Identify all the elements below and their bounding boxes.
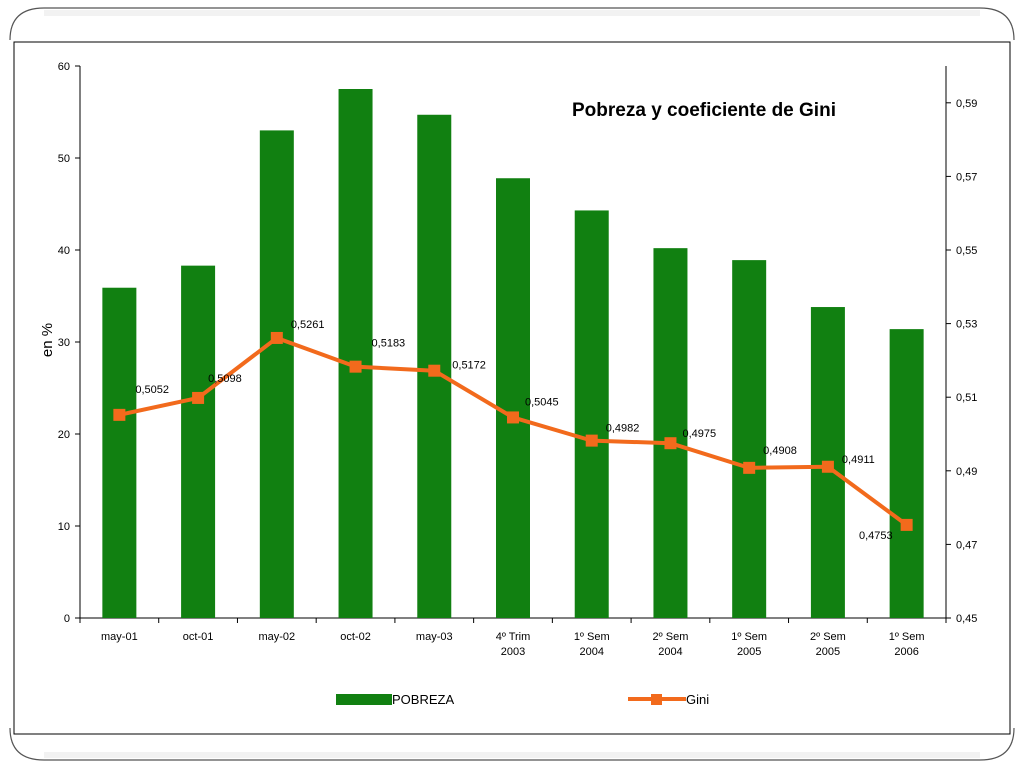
legend-label-gini: Gini	[686, 692, 709, 707]
gini-marker	[349, 360, 362, 373]
bar-pobreza	[889, 329, 924, 618]
bar-series-pobreza	[102, 89, 924, 619]
chart-title: Pobreza y coeficiente de Gini	[572, 100, 836, 121]
gini-marker	[270, 331, 283, 344]
y2-tick-label: 0,55	[956, 245, 977, 257]
gini-marker	[585, 434, 598, 447]
y2-tick-label: 0,59	[956, 98, 977, 110]
bar-pobreza	[496, 178, 530, 619]
x-tick-label: oct-01	[183, 631, 214, 643]
y-tick-label: 40	[58, 245, 70, 257]
gini-data-label: 0,4911	[842, 454, 875, 466]
y2-tick-label: 0,47	[956, 539, 977, 551]
x-tick-label: oct-02	[340, 631, 371, 643]
gini-data-label: 0,5172	[452, 360, 486, 372]
y2-tick-label: 0,57	[956, 171, 977, 183]
gini-data-label: 0,5052	[135, 384, 169, 396]
gini-data-label: 0,4975	[682, 428, 716, 440]
y-tick-label: 60	[58, 61, 70, 73]
x-tick-label: 2º Sem 2004	[653, 631, 689, 658]
x-tick-label: may-01	[101, 631, 138, 643]
line-series-gini	[113, 331, 913, 531]
bar-pobreza	[732, 260, 767, 618]
gini-marker	[192, 391, 205, 404]
gini-data-label: 0,5098	[208, 373, 242, 385]
x-tick-label: 1º Sem 2006	[889, 631, 925, 658]
gini-marker	[428, 364, 441, 377]
y2-tick-label: 0,53	[956, 319, 977, 331]
y2-tick-label: 0,49	[956, 466, 977, 478]
gini-marker	[821, 460, 834, 473]
x-tick-label: 1º Sem 2005	[731, 631, 767, 658]
gini-marker	[113, 408, 126, 421]
bar-pobreza	[259, 130, 294, 618]
legend: POBREZA Gini	[336, 692, 709, 707]
gini-data-label: 0,4908	[763, 445, 797, 457]
legend-swatch-pobreza	[336, 694, 392, 705]
legend-label-pobreza: POBREZA	[392, 692, 454, 707]
bar-pobreza	[338, 89, 373, 618]
x-tick-label: 2º Sem 2005	[810, 631, 846, 658]
gini-marker	[664, 437, 677, 450]
bar-pobreza	[102, 287, 137, 618]
gini-marker	[507, 411, 519, 424]
y2-tick-label: 0,45	[956, 613, 977, 625]
legend-marker-gini	[651, 694, 662, 705]
gini-data-label: 0,5261	[291, 319, 325, 331]
y-tick-label: 30	[58, 337, 70, 349]
bar-pobreza	[574, 210, 609, 618]
x-tick-label: 1º Sem 2004	[574, 631, 610, 658]
x-tick-label: 4º Trim 2003	[496, 631, 531, 658]
gini-marker	[900, 518, 913, 531]
y-tick-label: 10	[58, 521, 70, 533]
gini-data-label: 0,5045	[525, 396, 559, 408]
bar-pobreza	[653, 248, 688, 618]
y-tick-label: 50	[58, 153, 70, 165]
gini-data-label: 0,5183	[372, 338, 406, 350]
axes: 0 10 20 30 40 50 60 0,45 0,47 0,49 0,51 0,53 0,55 0,5…	[58, 61, 978, 658]
gini-data-label: 0,4982	[606, 423, 640, 435]
data-labels: 0,5052 0,5098 0,5261 0,5183 0,5172 0,5045 0,49…	[135, 319, 892, 542]
gini-marker	[743, 461, 756, 474]
x-tick-label: may-02	[258, 631, 295, 643]
y2-tick-label: 0,51	[956, 392, 977, 404]
slide-frame	[9, 7, 1015, 761]
y-tick-label: 20	[58, 429, 70, 441]
y-axis-title: en %	[39, 323, 56, 357]
gini-data-label: 0,4753	[859, 530, 893, 542]
y-tick-label: 0	[64, 613, 70, 625]
bar-pobreza	[181, 265, 216, 618]
x-tick-label: may-03	[416, 631, 453, 643]
